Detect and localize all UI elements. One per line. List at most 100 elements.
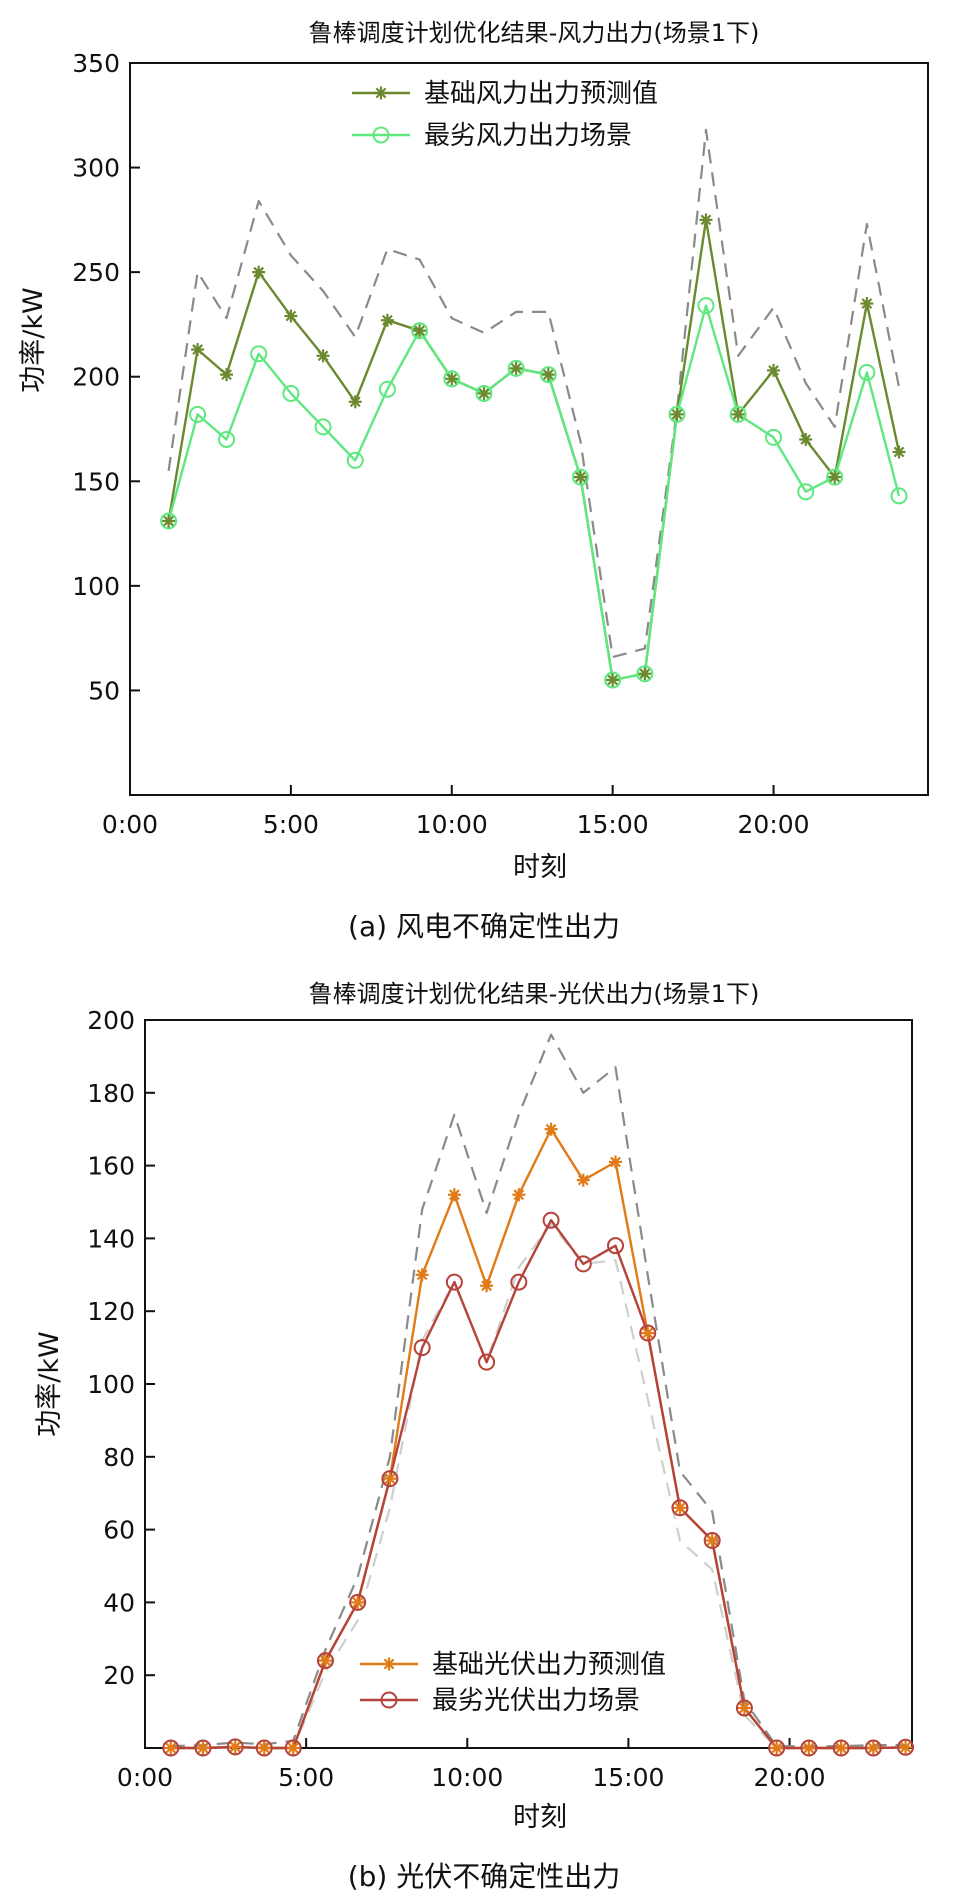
point-circle-1: [475, 384, 493, 402]
legend-star-marker: [382, 1657, 396, 1671]
solar-series-lines: [170, 1033, 906, 1750]
legend-label: 基础光伏出力预测值: [432, 1650, 666, 1680]
point-circle-1: [800, 1739, 818, 1757]
point-star-0: [383, 1472, 397, 1486]
point-circle-1: [316, 1652, 334, 1670]
point-star-0: [770, 1741, 784, 1755]
point-star-0: [705, 1534, 719, 1548]
point-star-0: [834, 1741, 848, 1755]
point-star-0: [380, 313, 394, 327]
point-circle-1: [284, 1739, 302, 1757]
point-circle-1: [510, 1273, 528, 1291]
point-circle-1: [697, 297, 715, 315]
point-circle-1: [226, 1738, 244, 1756]
wind-x-axis-label: 时刻: [513, 852, 567, 883]
point-circle-1: [314, 418, 332, 436]
y-tick-label: 160: [87, 1152, 135, 1181]
point-star-0: [731, 407, 745, 421]
legend-label: 最劣风力出力场景: [424, 121, 632, 151]
point-circle-1: [507, 359, 525, 377]
wind-x-axis: 0:00 5:00 10:00 15:00 20:00: [102, 785, 810, 839]
point-circle-1: [797, 483, 815, 501]
x-tick-label: 0:00: [102, 810, 158, 839]
point-circle-1: [194, 1739, 212, 1757]
point-star-0: [415, 1268, 429, 1282]
point-circle-1: [255, 1739, 273, 1757]
x-tick-label: 0:00: [117, 1763, 173, 1792]
y-tick-label: 60: [103, 1516, 135, 1545]
point-star-0: [286, 1741, 300, 1755]
point-star-0: [767, 363, 781, 377]
point-circle-1: [897, 1738, 915, 1756]
point-star-0: [544, 1122, 558, 1136]
y-tick-label: 150: [72, 467, 120, 496]
point-circle-1: [381, 1470, 399, 1488]
point-star-0: [191, 343, 205, 357]
y-tick-label: 20: [103, 1661, 135, 1690]
x-tick-label: 10:00: [431, 1763, 503, 1792]
point-star-0: [162, 514, 176, 528]
wind-y-axis-label: 功率/kW: [18, 287, 49, 392]
point-star-0: [802, 1741, 816, 1755]
solar-chart-title: 鲁棒调度计划优化结果-光伏出力(场景1下): [309, 980, 760, 1008]
point-circle-1: [636, 665, 654, 683]
point-star-0: [860, 297, 874, 311]
point-star-0: [673, 1501, 687, 1515]
point-circle-1: [542, 1211, 560, 1229]
point-circle-1: [282, 384, 300, 402]
point-circle-1: [668, 405, 686, 423]
x-tick-label: 15:00: [592, 1763, 664, 1792]
y-tick-label: 180: [87, 1079, 135, 1108]
point-circle-1: [703, 1532, 721, 1550]
y-tick-label: 200: [87, 1006, 135, 1035]
point-star-0: [641, 1326, 655, 1340]
point-circle-1: [571, 468, 589, 486]
legend-label: 最劣光伏出力场景: [432, 1686, 640, 1716]
point-star-0: [413, 324, 427, 338]
point-circle-1: [639, 1324, 657, 1342]
point-circle-1: [539, 366, 557, 384]
y-tick-label: 120: [87, 1297, 135, 1326]
point-star-0: [480, 1279, 494, 1293]
point-star-0: [866, 1741, 880, 1755]
point-circle-1: [443, 370, 461, 388]
solar-series-markers: [162, 1122, 915, 1757]
legend-label: 基础风力出力预测值: [424, 79, 658, 109]
point-star-0: [512, 1188, 526, 1202]
y-tick-label: 100: [87, 1370, 135, 1399]
point-star-0: [316, 349, 330, 363]
point-circle-1: [346, 451, 364, 469]
point-circle-1: [768, 1739, 786, 1757]
point-circle-1: [735, 1699, 753, 1717]
y-tick-label: 100: [72, 572, 120, 601]
point-star-0: [318, 1654, 332, 1668]
legend-circle-marker: [372, 126, 390, 144]
point-circle-1: [729, 405, 747, 423]
point-circle-1: [604, 671, 622, 689]
point-star-0: [196, 1741, 210, 1755]
solar-x-axis: 0:00 5:00 10:00 15:00 20:00: [117, 1738, 826, 1792]
solar-chart-caption: (b) 光伏不确定性出力: [348, 1860, 621, 1893]
point-circle-1: [349, 1593, 367, 1611]
x-tick-label: 20:00: [738, 810, 810, 839]
wind-y-axis: 50 100 150 200 250 300 350: [72, 49, 140, 705]
wind-chart-caption: (a) 风电不确定性出力: [348, 910, 620, 943]
point-circle-1: [607, 1237, 625, 1255]
point-circle-1: [378, 380, 396, 398]
point-circle-1: [858, 364, 876, 382]
solar-chart-panel: 鲁棒调度计划优化结果-光伏出力(场景1下) 20 40 60 80 100 120 140 1…: [34, 980, 915, 1893]
point-star-0: [737, 1701, 751, 1715]
y-tick-label: 50: [88, 676, 120, 705]
point-circle-1: [189, 405, 207, 423]
point-circle-1: [160, 512, 178, 530]
point-star-0: [348, 395, 362, 409]
y-tick-label: 300: [72, 154, 120, 183]
wind-chart-panel: 鲁棒调度计划优化结果-风力出力(场景1下) 50 100 150 200 250 300 3…: [18, 19, 929, 943]
point-star-0: [609, 1155, 623, 1169]
point-circle-1: [890, 487, 908, 505]
y-tick-label: 40: [103, 1588, 135, 1617]
wind-series-markers: [160, 213, 908, 689]
solar-plot-frame: [144, 1019, 913, 1749]
